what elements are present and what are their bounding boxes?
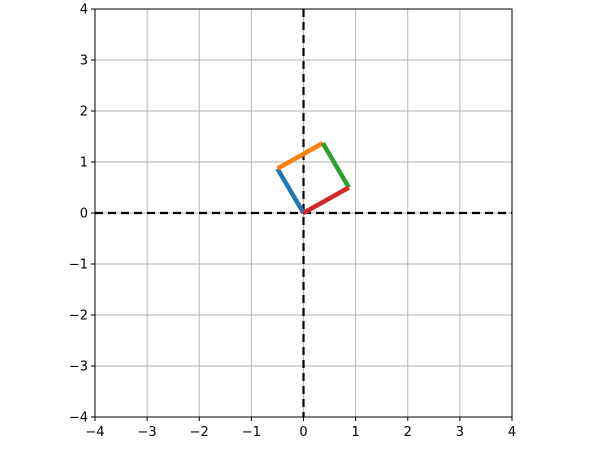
axes-layer [91,8,513,421]
y-tick-label: 1 [80,156,88,171]
x-tick-label: 2 [404,425,412,440]
y-tick-label: −2 [69,309,88,324]
y-tick-label: −1 [69,258,88,273]
x-tick-label: 0 [299,425,307,440]
y-tick-label: 3 [80,54,88,69]
y-tick-label: −3 [69,360,88,375]
y-tick-label: −4 [69,411,88,426]
y-tick-label: 4 [80,3,88,18]
series-line-4 [302,185,350,215]
series-line-1 [275,167,306,215]
series-line-2 [276,141,324,171]
tick-labels-layer: −4 −3 −2 −1 0 1 2 3 4 −4 −3 −2 −1 0 1 2 3 4 [69,3,516,441]
y-tick-label: 2 [80,105,88,120]
y-tick-label: 0 [80,207,88,222]
x-tick-label: −1 [242,425,261,440]
x-tick-label: −3 [138,425,157,440]
x-tick-label: 4 [508,425,516,440]
series-layer [275,141,351,215]
x-tick-label: 3 [456,425,464,440]
x-tick-label: −4 [85,425,104,440]
series-line-3 [320,141,351,189]
x-tick-label: 1 [351,425,359,440]
x-tick-label: −2 [190,425,209,440]
